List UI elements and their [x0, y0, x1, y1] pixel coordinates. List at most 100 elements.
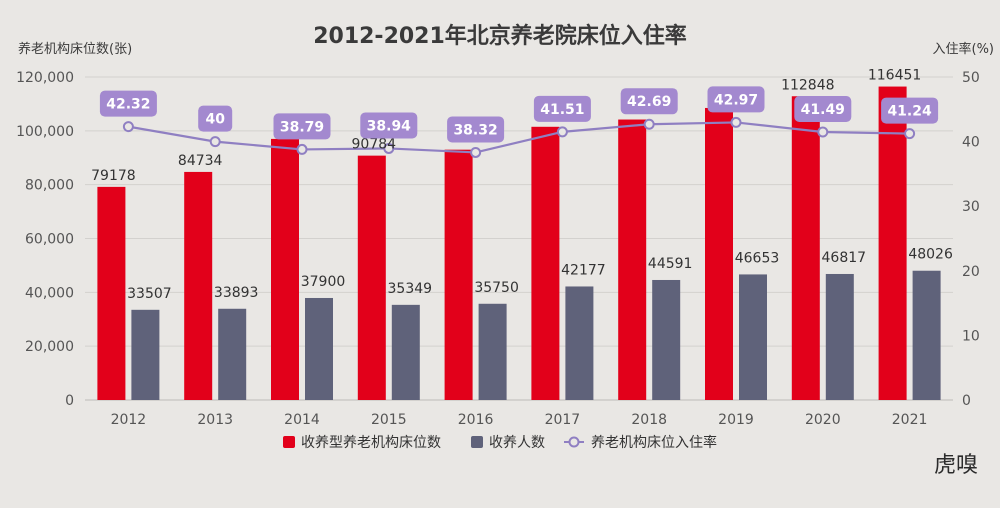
x-tick-label: 2020 — [805, 412, 841, 428]
labels-layer: 7917833507201284734338932013973790020149… — [91, 68, 953, 428]
y-left-tick-label: 100,000 — [16, 124, 74, 140]
bar-beds — [357, 155, 386, 400]
rate-value-label: 38.32 — [453, 122, 497, 138]
y-left-tick-label: 0 — [65, 393, 74, 409]
brand-logo: 虎嗅 — [934, 453, 978, 478]
rate-marker — [122, 121, 134, 133]
left-axis-title: 养老机构床位数(张) — [18, 41, 132, 57]
bar-beds — [791, 96, 820, 401]
rate-value-label: 38.79 — [280, 119, 324, 135]
legend-label-rate: 养老机构床位入住率 — [591, 434, 717, 451]
x-tick-label: 2018 — [631, 412, 667, 428]
rate-label-box — [273, 113, 331, 140]
bar-residents-value-label: 35349 — [388, 281, 433, 297]
bar-residents — [305, 297, 333, 400]
right-axis-title: 入住率(%) — [933, 41, 995, 57]
legend-swatch-rate-marker — [568, 436, 580, 448]
y-left-tick-label: 40,000 — [25, 285, 74, 301]
y-right-tick-label: 50 — [962, 70, 980, 86]
bar-beds — [878, 86, 907, 400]
x-tick-label: 2021 — [892, 412, 928, 428]
bar-beds — [444, 149, 473, 400]
bar-residents-value-label: 48026 — [908, 247, 953, 263]
bar-beds — [271, 138, 299, 401]
bar-residents — [218, 308, 247, 400]
legend-label-beds: 收养型养老机构床位数 — [301, 435, 441, 451]
y-right-tick-label: 20 — [962, 264, 980, 280]
bar-beds-value-label: 84734 — [178, 153, 223, 169]
y-left-tick-label: 60,000 — [25, 232, 74, 248]
rate-value-label: 42.69 — [627, 94, 671, 110]
y-left-tick-label: 20,000 — [25, 339, 74, 355]
bar-beds — [531, 126, 560, 400]
rate-value-label: 38.94 — [367, 118, 412, 134]
x-tick-label: 2013 — [197, 412, 233, 428]
rate-marker — [904, 128, 916, 140]
bar-beds-value-label: 79178 — [91, 168, 136, 184]
x-tick-label: 2014 — [284, 412, 320, 428]
bar-residents — [131, 309, 160, 400]
rate-marker — [470, 146, 482, 158]
rate-label-box — [794, 95, 852, 122]
rate-label-box — [881, 97, 939, 124]
rate-label-box — [99, 90, 157, 117]
bar-residents-value-label: 33893 — [214, 285, 259, 301]
bar-residents-value-label: 35750 — [474, 280, 519, 296]
y-right-tick-label: 40 — [962, 135, 980, 151]
bar-beds — [97, 186, 126, 400]
legend-swatch-beds — [283, 436, 295, 448]
bar-beds-value-label: 90784 — [352, 137, 397, 153]
bar-residents — [565, 286, 594, 400]
rate-label-box — [198, 105, 233, 132]
bars-layer — [97, 86, 941, 401]
x-tick-label: 2016 — [458, 412, 494, 428]
rate-marker — [296, 143, 308, 155]
bar-residents-value-label: 46653 — [735, 250, 780, 266]
rate-label-box — [447, 116, 505, 143]
rate-marker — [383, 142, 395, 154]
bar-beds-value-label: 112848 — [781, 77, 834, 93]
bar-residents-value-label: 37900 — [301, 274, 346, 290]
y-left-tick-label: 120,000 — [16, 70, 74, 86]
x-tick-label: 2015 — [371, 412, 407, 428]
chart-title: 2012-2021年北京养老院床位入住率 — [313, 23, 687, 49]
x-tick-label: 2019 — [718, 412, 754, 428]
y-right-tick-label: 0 — [962, 393, 971, 409]
bar-residents-value-label: 44591 — [648, 256, 693, 272]
rate-marker — [556, 126, 568, 138]
bar-residents — [825, 273, 854, 400]
y-right-tick-label: 30 — [962, 199, 980, 215]
line-layer — [122, 116, 916, 158]
rate-label-box — [533, 95, 591, 122]
x-tick-label: 2012 — [111, 412, 147, 428]
bar-residents — [391, 304, 420, 400]
rate-marker — [817, 126, 829, 138]
rate-value-label: 42.32 — [106, 97, 150, 113]
rate-value-label: 40 — [205, 112, 225, 128]
bar-beds — [618, 119, 647, 401]
bar-residents — [912, 270, 941, 400]
rate-label-box — [360, 112, 418, 139]
bar-residents-value-label: 33507 — [127, 286, 172, 302]
y-right-tick-label: 10 — [962, 328, 980, 344]
rate-value-label: 41.51 — [540, 102, 584, 118]
bar-residents-value-label: 42177 — [561, 262, 606, 278]
rate-value-label: 41.24 — [887, 104, 932, 120]
rate-value-label: 42.97 — [714, 92, 758, 108]
rate-label-box — [707, 86, 765, 113]
bar-residents — [739, 274, 767, 400]
rate-marker — [730, 116, 742, 128]
rate-value-label: 41.49 — [801, 102, 845, 118]
bar-beds — [184, 171, 213, 400]
bar-residents-value-label: 46817 — [822, 250, 867, 266]
y-left-tick-label: 80,000 — [25, 178, 74, 194]
bar-residents — [478, 303, 507, 400]
legend-label-residents: 收养人数 — [489, 435, 545, 451]
x-tick-label: 2017 — [545, 412, 581, 428]
rate-line — [128, 121, 910, 154]
rate-label-box — [620, 88, 678, 115]
rate-marker — [209, 136, 221, 148]
legend-swatch-residents — [471, 436, 483, 448]
